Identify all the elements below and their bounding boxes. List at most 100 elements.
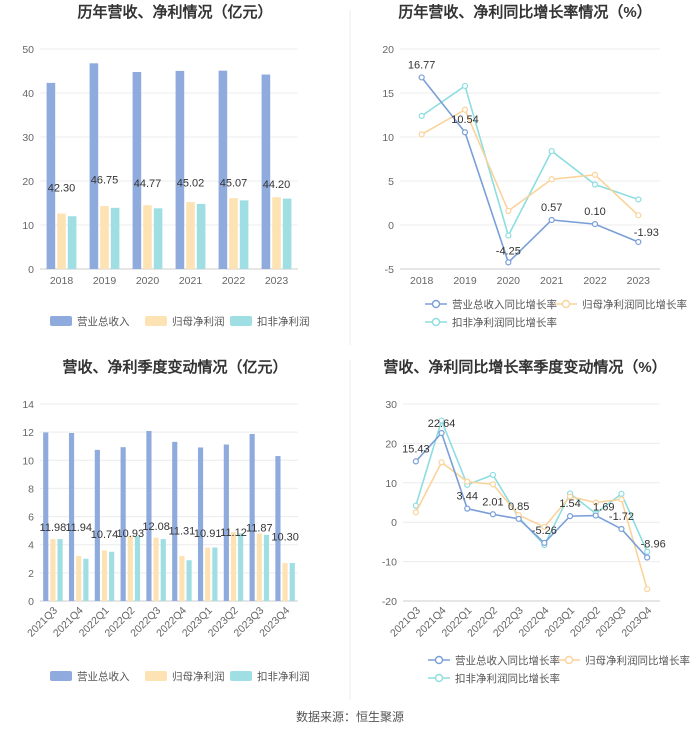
chart2-y-tick: 10 <box>382 132 394 144</box>
chart1-x-tick: 2023 <box>265 275 289 287</box>
chart4-point-营业总收入同比增长率 <box>515 515 522 522</box>
chart3-y-tick: 10 <box>22 455 34 467</box>
chart2-point-归母净利润同比增长率 <box>548 176 555 183</box>
chart3-data-label: 12.08 <box>142 521 170 533</box>
chart1-bar-扣非净利润 <box>110 207 120 269</box>
chart3-legend-swatch <box>230 671 252 681</box>
chart4-point-归母净利润同比增长率 <box>464 478 471 485</box>
chart1-x-tick: 2020 <box>136 275 160 287</box>
chart4-line-营业总收入同比增长率 <box>415 431 648 559</box>
chart2-data-label: 10.54 <box>451 114 479 126</box>
chart1-legend-swatch <box>145 316 167 326</box>
chart2-point-扣非净利润同比增长率 <box>505 232 512 239</box>
chart2-legend-marker <box>431 317 441 327</box>
chart4-data-label: 1.69 <box>593 502 614 514</box>
chart3-bar-归母净利润 <box>230 532 237 601</box>
chart4-legend-label: 归母净利润同比增长率 <box>585 654 690 667</box>
chart2-x-tick: 2021 <box>540 275 564 287</box>
chart2-point-扣非净利润同比增长率 <box>418 112 425 119</box>
chart1-bar-扣非净利润 <box>282 198 292 269</box>
chart3-data-label: 11.31 <box>169 526 196 538</box>
chart3-bar-营业总收入 <box>146 431 152 601</box>
chart2-legend-marker <box>431 299 441 309</box>
chart1-y-tick: 10 <box>22 220 34 232</box>
chart4-data-label: 15.43 <box>402 443 430 455</box>
chart2-legend-label: 扣非净利润同比增长率 <box>452 316 557 329</box>
chart4-y-tick: 10 <box>385 478 397 490</box>
chart3-data-label: 10.93 <box>117 528 145 540</box>
chart2-point-营业总收入同比增长率 <box>548 216 555 224</box>
chart3-y-tick: 12 <box>22 427 34 439</box>
chart4-y-tick: -10 <box>382 557 397 569</box>
chart4-point-营业总收入同比增长率 <box>618 525 625 533</box>
chart4-point-扣非净利润同比增长率 <box>644 548 651 555</box>
chart4-point-扣非净利润同比增长率 <box>489 471 497 479</box>
chart1-bar-扣非净利润 <box>153 208 163 269</box>
chart3-data-label: 11.12 <box>220 527 247 539</box>
chart1-bar-归母净利润 <box>143 205 152 269</box>
chart3-bar-营业总收入 <box>249 433 255 601</box>
chart1-y-tick: 50 <box>22 44 34 56</box>
chart3-bar-营业总收入 <box>223 444 229 601</box>
chart4-data-label: 22.64 <box>428 418 456 430</box>
chart2-point-归母净利润同比增长率 <box>591 171 599 178</box>
chart4-legend-label: 扣非净利润同比增长率 <box>455 672 560 685</box>
chart4-data-label: -1.72 <box>609 511 634 523</box>
chart4-point-营业总收入同比增长率 <box>566 513 574 520</box>
chart3-data-label: 10.74 <box>91 529 119 541</box>
chart1-data-label: 42.30 <box>48 182 76 194</box>
chart2-point-归母净利润同比增长率 <box>505 207 512 215</box>
chart4-point-营业总收入同比增长率 <box>592 512 599 519</box>
chart3-bar-扣非净利润 <box>109 551 115 601</box>
chart1-y-tick: 20 <box>22 176 34 188</box>
chart1-data-label: 44.77 <box>134 178 162 190</box>
chart4-point-营业总收入同比增长率 <box>541 539 548 547</box>
chart3-data-label: 11.98 <box>40 522 67 534</box>
chart3-bar-归母净利润 <box>179 555 185 601</box>
chart2-line-归母净利润同比增长率 <box>421 108 639 216</box>
chart1-bar-归母净利润 <box>272 197 281 269</box>
chart1-x-tick: 2018 <box>50 275 74 287</box>
chart3-data-label: 10.30 <box>271 532 299 544</box>
chart4-point-归母净利润同比增长率 <box>412 509 419 516</box>
chart2-point-营业总收入同比增长率 <box>635 238 642 246</box>
chart3-quarterly-revenue-profit: 024681012142021Q32021Q42022Q12022Q22022Q… <box>22 399 309 683</box>
chart3-legend-label: 营业总收入 <box>77 670 130 683</box>
chart2-data-label: 16.77 <box>408 59 436 71</box>
chart4-legend-marker <box>434 655 444 665</box>
chart2-point-扣非净利润同比增长率 <box>548 147 555 155</box>
chart3-y-tick: 4 <box>28 540 34 552</box>
chart3-bar-归母净利润 <box>76 555 82 601</box>
chart3-title: 营收、净利季度变动情况（亿元） <box>62 358 287 376</box>
chart2-point-营业总收入同比增长率 <box>418 74 425 81</box>
chart1-x-tick: 2019 <box>93 275 117 287</box>
chart2-annual-growth-rate: -5 0 5 10 15 20 2018 2019 2020 2021 2022 2023 16.77 1… <box>382 44 687 329</box>
chart4-data-label: -5.26 <box>532 525 557 537</box>
chart4-quarterly-growth-rate: -20-1001020302021Q32021Q42022Q12022Q2202… <box>382 399 690 685</box>
chart2-point-营业总收入同比增长率 <box>591 221 599 228</box>
chart3-bar-扣非净利润 <box>212 547 218 601</box>
chart2-point-营业总收入同比增长率 <box>505 259 512 266</box>
chart4-data-label: 0.85 <box>508 501 529 513</box>
chart2-point-归母净利润同比增长率 <box>418 131 425 138</box>
chart2-point-归母净利润同比增长率 <box>461 106 469 113</box>
chart3-legend-swatch <box>50 671 72 681</box>
chart2-y-tick: 20 <box>382 44 394 56</box>
chart1-legend-label: 归母净利润 <box>172 315 225 328</box>
chart3-bar-营业总收入 <box>120 447 126 601</box>
chart1-legend-swatch <box>50 316 72 326</box>
chart3-bar-归母净利润 <box>282 563 288 601</box>
chart4-y-tick: 0 <box>391 517 397 529</box>
chart1-bar-扣非净利润 <box>67 216 77 269</box>
chart2-y-tick: 0 <box>388 220 394 232</box>
chart4-point-归母净利润同比增长率 <box>566 493 574 500</box>
chart3-bar-扣非净利润 <box>160 539 166 601</box>
chart3-bar-扣非净利润 <box>289 563 295 601</box>
chart2-x-tick: 2020 <box>497 275 521 287</box>
chart3-y-tick: 2 <box>28 568 34 580</box>
chart2-data-label: -1.93 <box>634 227 659 239</box>
chart1-data-label: 46.75 <box>91 174 119 186</box>
chart1-data-label: 44.20 <box>263 179 291 191</box>
chart2-data-label: 0.10 <box>584 206 605 218</box>
